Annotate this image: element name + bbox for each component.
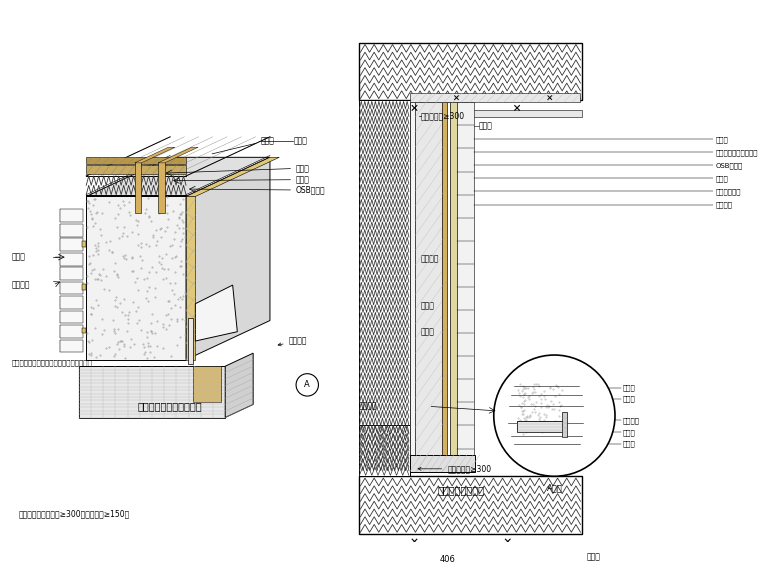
Text: 呼吸纸: 呼吸纸 xyxy=(716,175,729,182)
Polygon shape xyxy=(186,157,270,360)
Text: 顺水条: 顺水条 xyxy=(421,301,435,310)
Bar xyxy=(450,102,458,471)
Text: A: A xyxy=(304,380,310,389)
Text: OSB结构板: OSB结构板 xyxy=(716,162,743,169)
Bar xyxy=(562,412,568,437)
Bar xyxy=(86,165,186,174)
Bar xyxy=(410,102,416,471)
Bar xyxy=(186,197,195,360)
Text: 在相邻板上交错排列连接（钉在顺水条上）: 在相邻板上交错排列连接（钉在顺水条上） xyxy=(11,359,93,366)
Bar xyxy=(60,296,84,309)
Text: 顺水条: 顺水条 xyxy=(479,121,492,130)
Bar xyxy=(410,93,581,102)
Text: 泛水板: 泛水板 xyxy=(622,440,635,447)
Text: 槽形垫片: 槽形垫片 xyxy=(622,417,639,424)
Text: 呼吸纸: 呼吸纸 xyxy=(622,384,635,391)
Bar xyxy=(135,162,141,213)
Text: 墙管柱（内装保温棉）: 墙管柱（内装保温棉） xyxy=(716,149,758,156)
Bar xyxy=(416,102,442,471)
Bar xyxy=(60,311,84,323)
Text: 预埋锚栓: 预埋锚栓 xyxy=(278,336,307,346)
Bar xyxy=(354,553,587,560)
Bar xyxy=(442,102,447,471)
Text: 注：呼吸纸竖向搭接≥300，横向搭接≥150．: 注：呼吸纸竖向搭接≥300，横向搭接≥150． xyxy=(18,509,129,518)
Text: 顺水条: 顺水条 xyxy=(587,552,601,561)
Text: 呼吸纸搭接≥300: 呼吸纸搭接≥300 xyxy=(421,112,465,121)
Text: 顺水条: 顺水条 xyxy=(11,253,26,262)
Bar xyxy=(359,425,410,477)
Bar xyxy=(60,224,84,237)
Text: A大样: A大样 xyxy=(546,483,562,492)
Text: 挂板外墙构造层次示意图: 挂板外墙构造层次示意图 xyxy=(138,401,202,412)
Bar xyxy=(359,543,582,551)
Bar xyxy=(60,282,84,295)
Bar xyxy=(60,340,84,352)
Text: 挂板内外转角节点: 挂板内外转角节点 xyxy=(438,485,485,495)
Bar xyxy=(81,241,86,247)
Text: 顺水条: 顺水条 xyxy=(622,396,635,402)
Text: 石膏板: 石膏板 xyxy=(716,136,729,142)
Text: 顺水条空气层: 顺水条空气层 xyxy=(716,188,741,195)
Bar xyxy=(410,455,475,471)
Bar xyxy=(359,100,410,471)
Bar xyxy=(359,477,582,534)
Bar xyxy=(194,366,221,402)
Bar xyxy=(86,157,186,164)
Bar xyxy=(188,317,194,364)
Bar xyxy=(60,267,84,280)
Bar xyxy=(60,238,84,251)
Bar xyxy=(60,253,84,266)
Text: 墙骨柱: 墙骨柱 xyxy=(421,327,435,336)
Polygon shape xyxy=(135,147,175,163)
Bar xyxy=(458,102,474,471)
Polygon shape xyxy=(158,147,198,163)
Text: 墙骨柱: 墙骨柱 xyxy=(296,164,310,173)
Bar xyxy=(79,366,225,417)
Bar xyxy=(81,284,86,290)
Text: 墙骨柱: 墙骨柱 xyxy=(296,175,310,184)
Polygon shape xyxy=(86,197,186,360)
Polygon shape xyxy=(186,157,279,197)
Polygon shape xyxy=(86,157,270,197)
Bar xyxy=(60,209,84,222)
Text: 外墙挂板: 外墙挂板 xyxy=(716,201,733,208)
Text: 防虫网: 防虫网 xyxy=(622,429,635,435)
Bar xyxy=(359,43,582,100)
Polygon shape xyxy=(195,285,237,341)
Circle shape xyxy=(494,355,615,477)
Text: OSB结构板: OSB结构板 xyxy=(296,185,326,194)
Text: 外墙挂板: 外墙挂板 xyxy=(359,402,377,411)
Bar xyxy=(60,325,84,338)
Bar xyxy=(517,421,564,433)
Bar xyxy=(447,102,450,471)
Bar xyxy=(81,328,86,333)
Text: 顺水条: 顺水条 xyxy=(212,136,274,154)
Text: 406: 406 xyxy=(439,555,455,564)
Polygon shape xyxy=(225,353,253,417)
Text: 顺水条: 顺水条 xyxy=(293,136,307,145)
Text: 外墙挂板: 外墙挂板 xyxy=(421,254,439,263)
Text: 呼吸纸搭接≥300: 呼吸纸搭接≥300 xyxy=(418,465,491,473)
Text: 挂板饰面: 挂板饰面 xyxy=(11,280,30,290)
Bar xyxy=(158,162,165,213)
Bar xyxy=(359,110,582,117)
